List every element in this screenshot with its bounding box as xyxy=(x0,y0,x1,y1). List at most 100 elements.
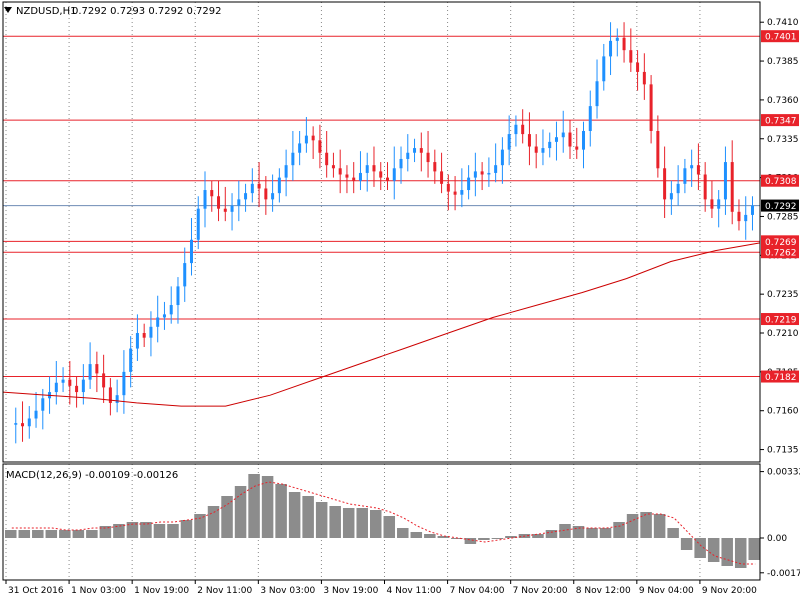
macd-bar xyxy=(397,528,409,538)
bear-candle xyxy=(527,134,531,147)
macd-tick-label: -0.00174 xyxy=(767,569,800,579)
price-tick-label: 0.7385 xyxy=(767,57,799,67)
macd-bar xyxy=(99,526,112,538)
macd-bar xyxy=(275,484,287,538)
time-tick-label: 31 Oct 2016 xyxy=(8,586,64,596)
macd-bar xyxy=(342,508,355,538)
macd-bar xyxy=(599,528,612,538)
bull-candle xyxy=(34,410,38,419)
price-tick-label: 0.7285 xyxy=(767,212,799,222)
level-tag-text: 0.7262 xyxy=(765,249,797,259)
bear-candle xyxy=(372,165,376,172)
macd-bar xyxy=(451,538,463,539)
bull-candle xyxy=(365,165,369,173)
bull-candle xyxy=(669,193,673,200)
grid-lines xyxy=(5,2,701,580)
macd-bar xyxy=(491,538,504,539)
bull-candle xyxy=(169,305,173,315)
bear-candle xyxy=(142,333,146,338)
macd-bar xyxy=(748,538,760,560)
current-price-tag-text: 0.7292 xyxy=(765,202,797,212)
macd-bar xyxy=(207,506,220,538)
bull-candle xyxy=(582,130,586,150)
macd-bar xyxy=(653,514,666,538)
macd-bar xyxy=(410,532,423,538)
bear-candle xyxy=(386,177,389,181)
bull-candle xyxy=(500,149,504,166)
price-tick-label: 0.7410 xyxy=(767,18,799,28)
time-tick-label: 3 Nov 19:00 xyxy=(323,586,378,596)
chevron-down-icon[interactable] xyxy=(4,7,12,13)
macd-tick-label: 0.00332 xyxy=(767,468,800,478)
level-tag-text: 0.7219 xyxy=(765,316,797,326)
bull-candle xyxy=(406,152,410,159)
bear-candle xyxy=(108,387,112,403)
bear-candle xyxy=(95,364,99,374)
bear-candle xyxy=(264,188,268,200)
macd-panel-border xyxy=(2,463,761,581)
symbol-label: NZDUSD,H1 xyxy=(16,6,76,17)
bull-candle xyxy=(541,148,545,153)
bull-candle xyxy=(284,165,288,178)
bull-candle xyxy=(392,168,396,181)
bear-candle xyxy=(21,423,25,427)
bear-candle xyxy=(379,171,383,178)
bull-candle xyxy=(744,214,748,222)
bear-candle xyxy=(703,174,707,200)
bull-candle xyxy=(250,183,254,194)
bull-candle xyxy=(162,314,166,318)
bear-candle xyxy=(210,190,214,197)
bear-candle xyxy=(663,168,667,200)
macd-bar xyxy=(478,538,490,540)
macd-bar xyxy=(586,528,598,538)
macd-bar xyxy=(694,538,706,558)
macd-bar xyxy=(626,514,639,538)
macd-bar xyxy=(261,476,274,538)
bear-candle xyxy=(68,379,72,386)
macd-bar xyxy=(140,522,152,538)
bull-candle xyxy=(690,165,694,169)
bear-candle xyxy=(636,62,640,72)
bull-candle xyxy=(676,183,680,194)
level-tag-text: 0.7182 xyxy=(765,373,797,383)
macd-bar xyxy=(302,496,314,538)
bear-candle xyxy=(440,171,444,184)
current-price-tag xyxy=(761,199,799,212)
bull-candle xyxy=(602,56,606,82)
macd-bar xyxy=(59,530,71,538)
bull-candle xyxy=(494,165,498,173)
bull-candle xyxy=(237,199,241,206)
bull-candle xyxy=(413,148,417,153)
bull-candle xyxy=(683,168,687,184)
bear-candle xyxy=(426,152,430,163)
horizontal-levels[interactable] xyxy=(3,35,760,378)
bull-candle xyxy=(358,172,362,181)
bear-candle xyxy=(642,71,646,85)
price-tick-label: 0.7135 xyxy=(767,446,799,456)
level-tag-text: 0.7401 xyxy=(765,33,797,43)
macd-bar xyxy=(194,514,206,538)
level-tag-text: 0.7269 xyxy=(765,238,797,248)
macd-bar xyxy=(532,534,544,538)
bull-candle xyxy=(27,418,31,427)
bear-candle xyxy=(331,165,335,169)
bear-candle xyxy=(102,373,106,388)
bear-candle xyxy=(737,211,741,222)
bull-candle xyxy=(399,158,403,169)
macd-bar xyxy=(707,538,720,562)
macd-tick-label: 0.00 xyxy=(767,534,787,544)
macd-bar xyxy=(505,536,517,538)
macd-bar xyxy=(315,502,328,538)
bull-candle xyxy=(561,132,565,138)
bear-candle xyxy=(568,132,572,147)
price-tick-label: 0.7235 xyxy=(767,290,799,300)
level-tag-text: 0.7347 xyxy=(765,117,797,127)
bull-candle xyxy=(149,326,153,338)
time-tick-label: 1 Nov 19:00 xyxy=(134,586,189,596)
macd-bar xyxy=(369,510,382,538)
bull-candle xyxy=(122,371,126,396)
bear-candle xyxy=(352,177,356,181)
